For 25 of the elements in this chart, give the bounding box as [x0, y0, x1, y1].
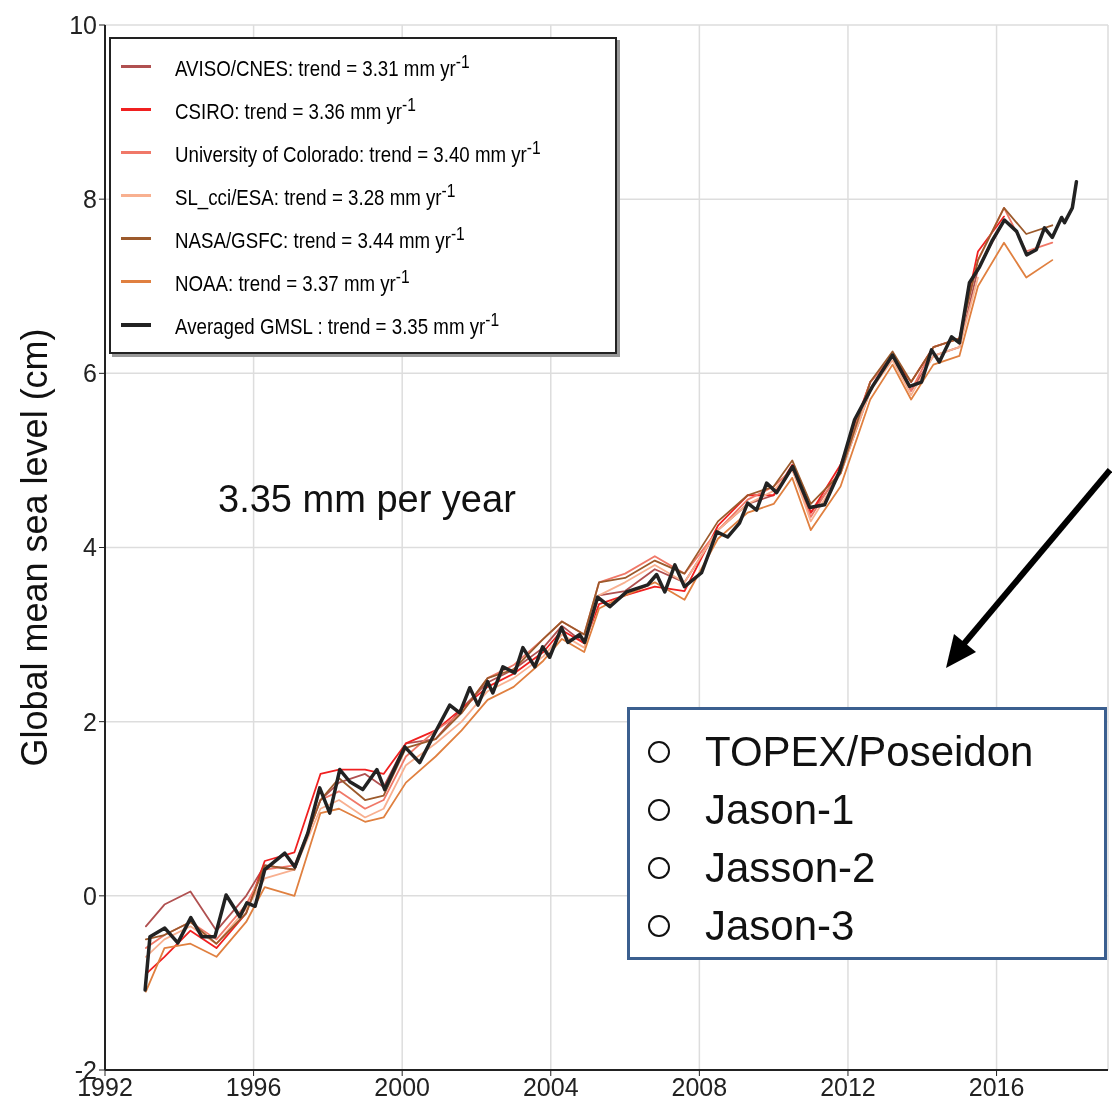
x-tick-label: 2004 [522, 1072, 579, 1101]
annotation: TOPEX/Poseidon [705, 728, 1034, 776]
legend-label: NOAA: trend = 3.37 mm yr$^{-1}$ [175, 265, 410, 298]
annotation: Jasson-2 [705, 844, 876, 892]
legend-label: NASA/GSFC: trend = 3.44 mm yr$^{-1}$ [175, 222, 465, 255]
legend-label: CSIRO: trend = 3.36 mm yr$^{-1}$ [175, 93, 416, 126]
legend-label: University of Colorado: trend = 3.40 mm yr$^{-1}$ [175, 136, 541, 169]
y-tick-label: 10 [69, 10, 97, 39]
x-tick-label: 2000 [374, 1072, 430, 1101]
x-tick-label: 2008 [671, 1072, 728, 1101]
y-tick-label: 4 [83, 533, 98, 562]
annotation: 3.35 mm per year [218, 478, 516, 520]
annotation: Jason-1 [705, 786, 855, 834]
legend-label: AVISO/CNES: trend = 3.31 mm yr$^{-1}$ [175, 50, 470, 83]
y-tick-label: 6 [83, 359, 97, 388]
y-tick-label: 0 [83, 881, 97, 910]
y-tick-label: 2 [83, 707, 97, 736]
annotation: Jason-3 [705, 902, 855, 950]
y-axis-title: Global mean sea level (cm) [13, 328, 55, 767]
x-tick-label: 2012 [820, 1072, 876, 1101]
legend-label: Averaged GMSL : trend = 3.35 mm yr$^{-1}$ [175, 308, 500, 341]
x-tick-label: 1996 [225, 1072, 282, 1101]
y-tick-label: 8 [83, 185, 97, 214]
legend-label: SL_cci/ESA: trend = 3.28 mm yr$^{-1}$ [175, 179, 456, 212]
x-tick-label: 2016 [968, 1072, 1025, 1101]
